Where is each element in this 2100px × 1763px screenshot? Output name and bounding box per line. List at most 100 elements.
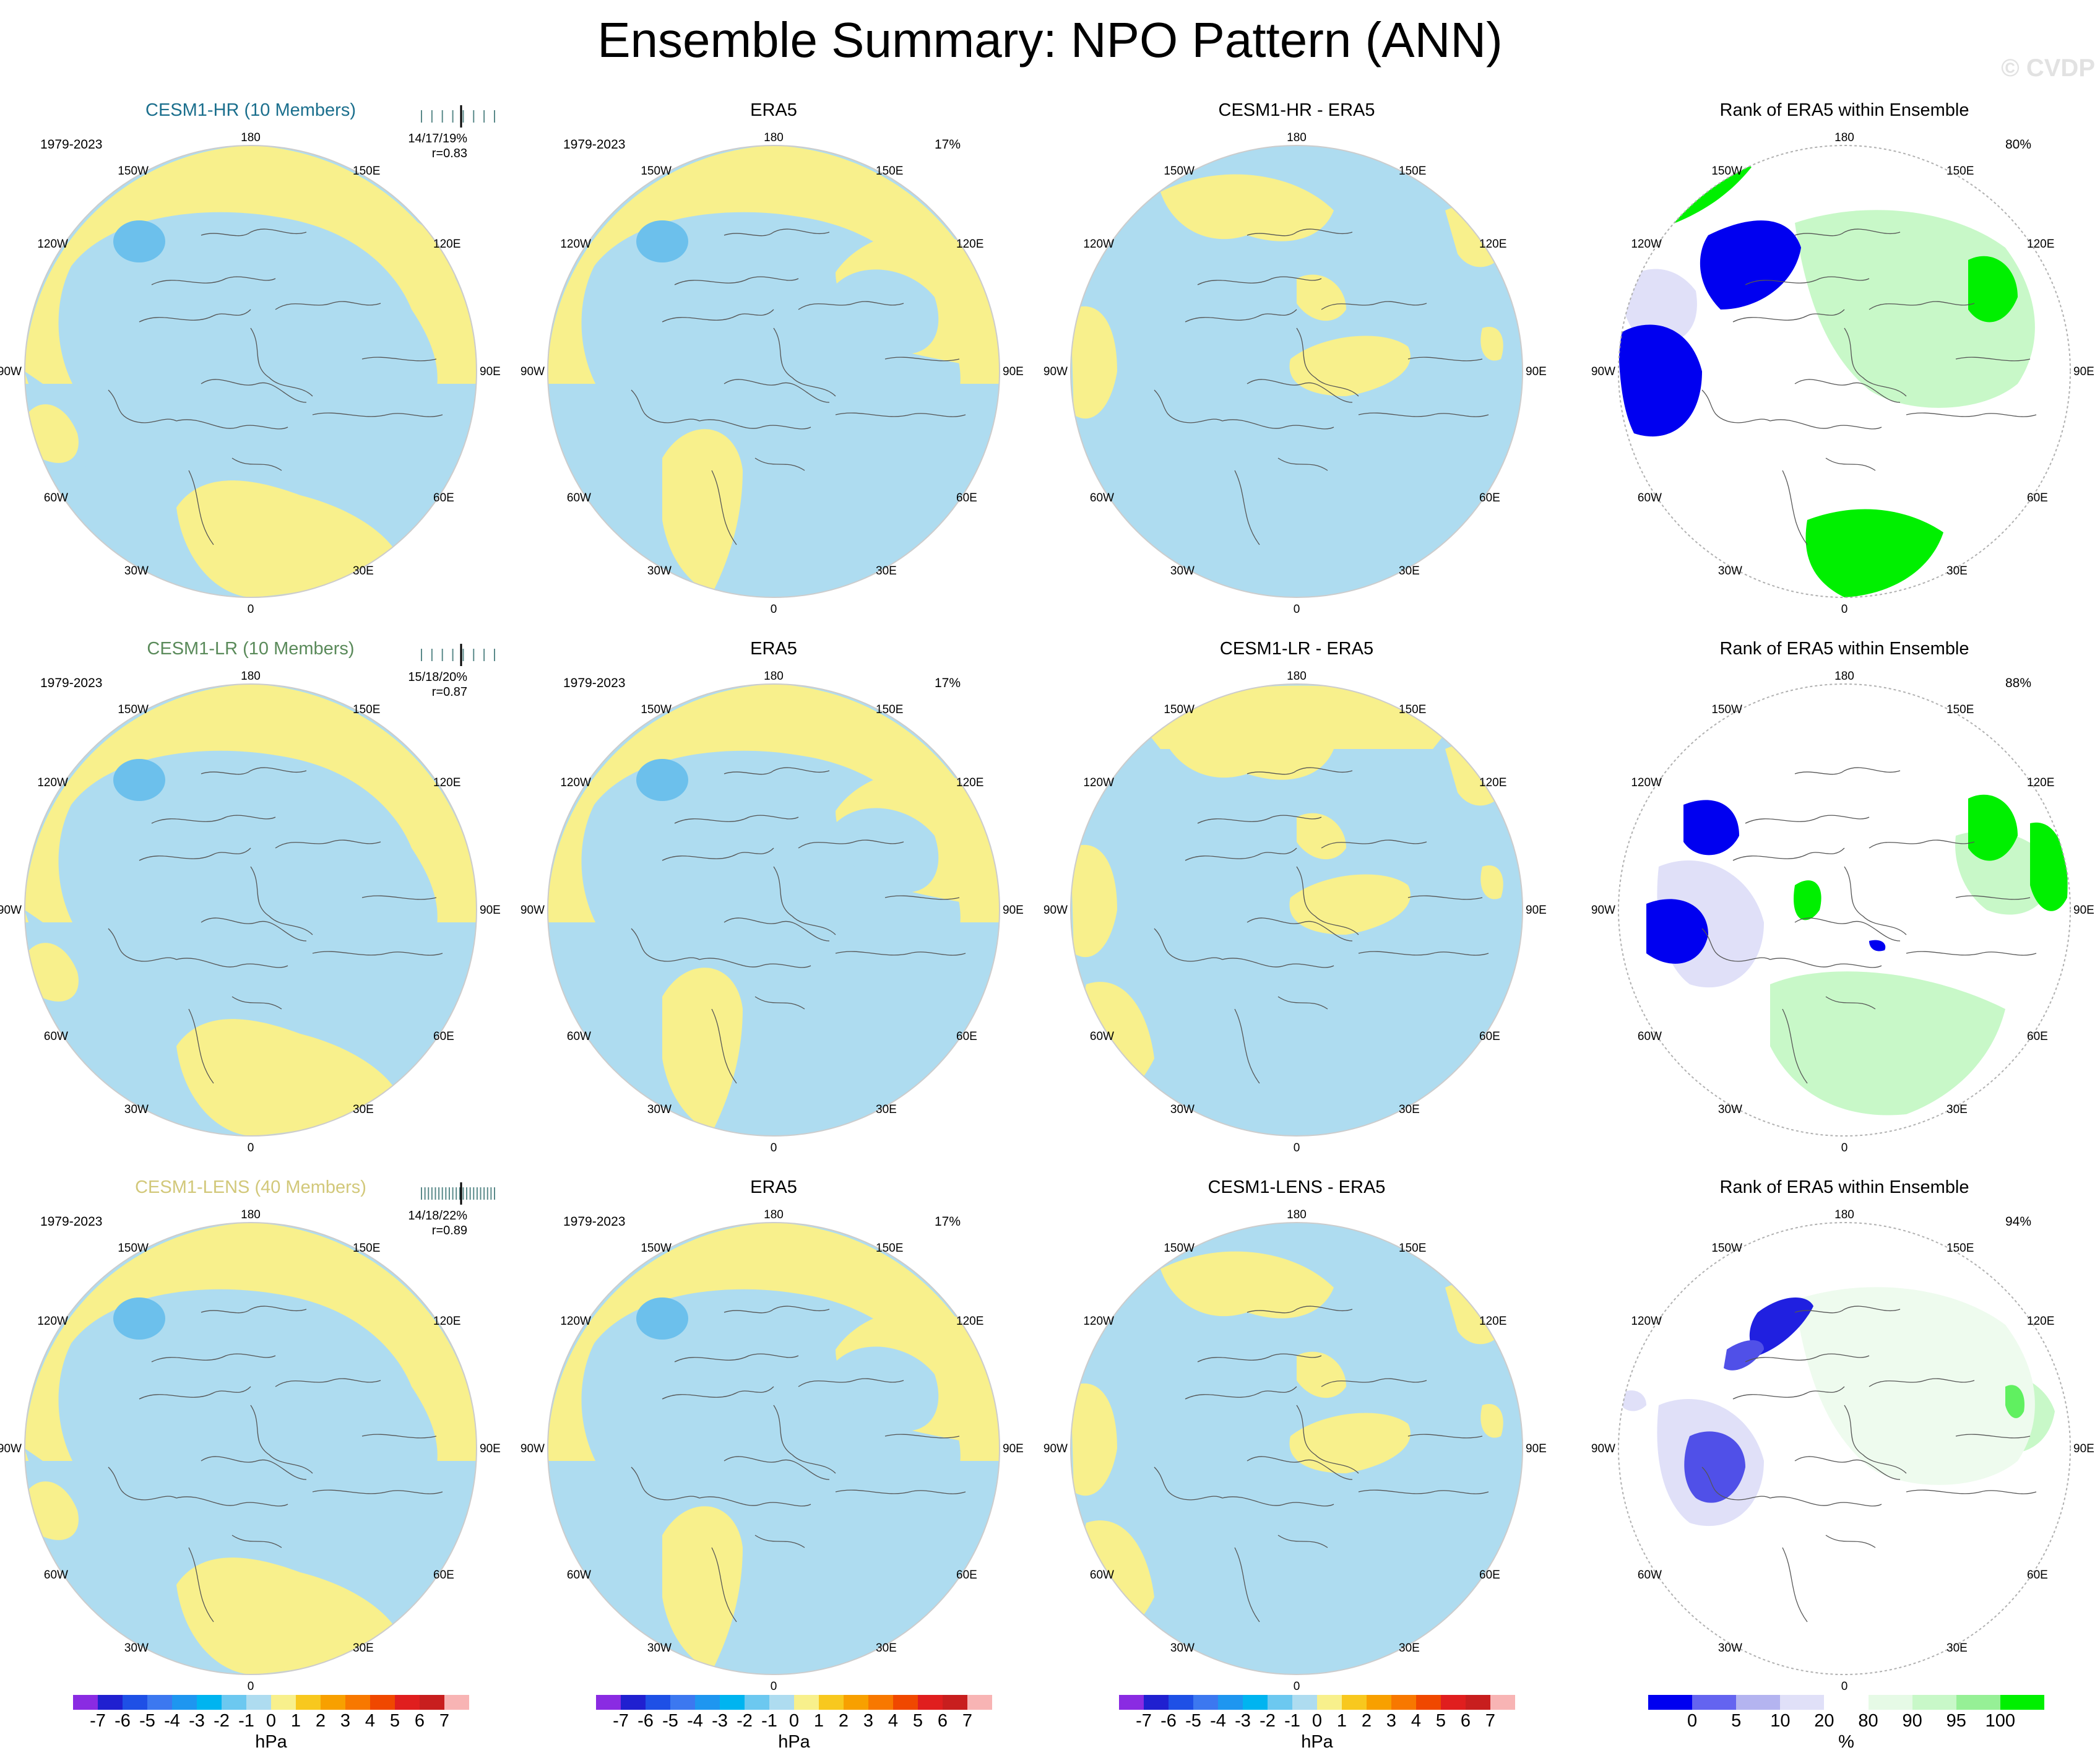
longitude-label: 90W bbox=[1591, 365, 1615, 378]
longitude-label: 30E bbox=[1947, 1642, 1968, 1655]
longitude-label: 30W bbox=[647, 1642, 672, 1655]
map-boundary bbox=[1618, 683, 2071, 1137]
coastlines bbox=[108, 1306, 443, 1622]
longitude-label: 150W bbox=[1711, 165, 1742, 178]
colorbar-tick: 100 bbox=[1985, 1711, 2016, 1731]
positive-anomaly-region bbox=[27, 943, 79, 1002]
longitude-label: 30E bbox=[1947, 565, 1968, 578]
longitude-label: 60W bbox=[1638, 1569, 1662, 1582]
colorbar-tick: -1 bbox=[238, 1711, 254, 1731]
panel-obs-row2: ERA5 1979-2023 17% 180 0 150W 150E 120W 120E 9… bbox=[521, 638, 1024, 1158]
coastline bbox=[1154, 389, 1223, 423]
coastline bbox=[275, 1378, 381, 1387]
rank-blue-region bbox=[1724, 1340, 1764, 1371]
colorbar-swatch bbox=[1648, 1695, 1693, 1710]
coastline bbox=[1185, 309, 1297, 323]
rank-blue-region bbox=[1749, 1297, 1813, 1356]
longitude-label: 180 bbox=[241, 131, 261, 144]
map-fill-layer bbox=[25, 145, 477, 597]
longitude-label: 30W bbox=[647, 565, 672, 578]
positive-anomaly-region bbox=[1297, 1351, 1346, 1398]
colorbar-tick: -2 bbox=[214, 1711, 230, 1731]
longitude-label: 150W bbox=[1711, 703, 1742, 716]
panel-title: CESM1-LR (10 Members) bbox=[147, 639, 355, 659]
coastline bbox=[1234, 1008, 1260, 1084]
longitude-label: 180 bbox=[1834, 670, 1854, 683]
rank-blue-region bbox=[1683, 800, 1739, 856]
coastline bbox=[1197, 1353, 1322, 1362]
period-label: 1979-2023 bbox=[563, 137, 626, 152]
colorbar-tick: 7 bbox=[439, 1711, 450, 1731]
panel-model-row2: CESM1-LR (10 Members) 1979-2023 15/18/20… bbox=[0, 638, 501, 1158]
coastline bbox=[1222, 958, 1334, 968]
coastline bbox=[361, 357, 437, 362]
longitude-label: 60E bbox=[433, 1569, 454, 1582]
longitude-label: 0 bbox=[771, 1680, 777, 1693]
colorbar-swatches bbox=[1648, 1695, 2044, 1710]
map-fill-layer bbox=[25, 1223, 477, 1674]
colorbar-swatch bbox=[893, 1695, 918, 1710]
coastline bbox=[1769, 1496, 1882, 1507]
colorbar-swatch bbox=[1736, 1695, 1781, 1710]
colorbar-swatch bbox=[395, 1695, 420, 1710]
coastline bbox=[884, 895, 960, 900]
longitude-label: 90W bbox=[1044, 904, 1068, 917]
colorbar-swatches bbox=[1119, 1695, 1515, 1710]
longitude-label: 60E bbox=[956, 492, 977, 505]
coastline bbox=[773, 866, 836, 935]
coastline bbox=[250, 1405, 313, 1474]
colorbar-swatch bbox=[1780, 1695, 1825, 1710]
rank-green-region bbox=[1968, 256, 2018, 323]
coastline bbox=[662, 1386, 774, 1400]
rank-pct-label: 88% bbox=[2005, 676, 2032, 690]
panel-model-row3: CESM1-LENS (40 Members) 1979-2023 14/18/… bbox=[0, 1176, 501, 1696]
coastline bbox=[1794, 767, 1901, 775]
panel-diff-row2: CESM1-LR - ERA5 180 0 150W 150E 120W 120E 90W 9… bbox=[1044, 638, 1547, 1158]
panel-obs-row3: ERA5 1979-2023 17% 180 0 150W 150E 120W 120E 9… bbox=[521, 1176, 1024, 1696]
colorbar-tick: -7 bbox=[613, 1711, 629, 1731]
coastline bbox=[1154, 928, 1223, 962]
longitude-label: 60E bbox=[1479, 1569, 1500, 1582]
variance-stats: 14/18/22% bbox=[408, 1209, 467, 1223]
coastline bbox=[1234, 470, 1260, 545]
longitude-label: 150E bbox=[1947, 1242, 1974, 1255]
longitude-label: 30E bbox=[353, 1642, 374, 1655]
coastline bbox=[1358, 412, 1489, 417]
coastline bbox=[835, 412, 966, 417]
rank-pct-label: 80% bbox=[2005, 137, 2032, 152]
variance-stats: 14/17/19% bbox=[408, 132, 467, 145]
variance-stats: 15/18/20% bbox=[408, 670, 467, 684]
strong-negative-center bbox=[636, 759, 688, 801]
polar-map: 180 0 150W 150E 120W 120E 90W 90E 60W 60E 30W 30E bbox=[521, 131, 1024, 616]
colorbar-swatch bbox=[1144, 1695, 1169, 1710]
colorbar-swatch bbox=[646, 1695, 670, 1710]
panel-rank-row1: Rank of ERA5 within Ensemble 80% 180 0 150… bbox=[1591, 99, 2094, 619]
colorbar-tick: 7 bbox=[1485, 1711, 1496, 1731]
map-boundary bbox=[547, 683, 1000, 1137]
colorbar-swatch bbox=[73, 1695, 98, 1710]
longitude-label: 120W bbox=[560, 776, 591, 789]
longitude-label: 150E bbox=[1947, 703, 1974, 716]
colorbar-swatch bbox=[621, 1695, 646, 1710]
coastline bbox=[1794, 379, 1901, 403]
hpa-colorbar: -7 -6 -5 -4 -3 -2 -1 0 1 2 3 4 5 6 7 hPa bbox=[596, 1695, 1042, 1763]
colorbar-tick-labels: 0 5 10 20 80 90 95 100 bbox=[1648, 1711, 2044, 1732]
colorbar-unit: hPa bbox=[255, 1732, 287, 1752]
colorbar-tick: 4 bbox=[365, 1711, 376, 1731]
coastline bbox=[1247, 228, 1353, 236]
rank-green-region bbox=[2005, 1385, 2024, 1418]
longitude-label: 90W bbox=[521, 904, 545, 917]
colorbar-tick-labels: -7 -6 -5 -4 -3 -2 -1 0 1 2 3 4 5 6 7 bbox=[1119, 1711, 1515, 1732]
colorbar-swatch bbox=[1692, 1695, 1737, 1710]
longitude-label: 150E bbox=[353, 1242, 380, 1255]
longitude-label: 90W bbox=[521, 365, 545, 378]
coastline bbox=[108, 928, 177, 962]
longitude-label: 150W bbox=[641, 165, 672, 178]
watermark: © CVDP bbox=[2001, 54, 2095, 82]
longitude-label: 60E bbox=[2027, 1030, 2048, 1043]
colorbar-swatch bbox=[345, 1695, 370, 1710]
coastline bbox=[798, 1378, 904, 1387]
colorbar-swatch bbox=[147, 1695, 172, 1710]
coastline bbox=[662, 847, 774, 861]
map-fill-layer bbox=[1618, 145, 2070, 597]
